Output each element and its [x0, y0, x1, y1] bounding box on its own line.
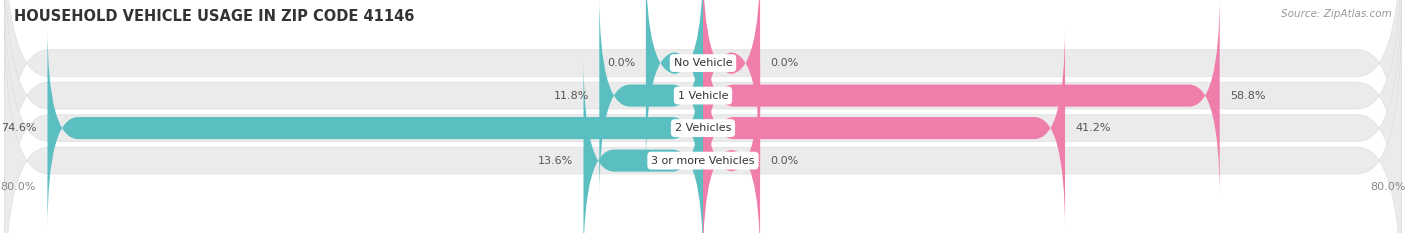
Text: 1 Vehicle: 1 Vehicle	[678, 91, 728, 101]
Text: 3 or more Vehicles: 3 or more Vehicles	[651, 156, 755, 166]
FancyBboxPatch shape	[703, 58, 761, 233]
FancyBboxPatch shape	[4, 0, 1402, 233]
Text: 80.0%: 80.0%	[1371, 182, 1406, 192]
FancyBboxPatch shape	[4, 0, 1402, 212]
Text: 0.0%: 0.0%	[607, 58, 636, 68]
Text: 13.6%: 13.6%	[537, 156, 574, 166]
FancyBboxPatch shape	[48, 25, 703, 231]
Text: 74.6%: 74.6%	[1, 123, 37, 133]
FancyBboxPatch shape	[703, 0, 1219, 198]
Legend: Owner-occupied, Renter-occupied: Owner-occupied, Renter-occupied	[588, 230, 818, 233]
FancyBboxPatch shape	[645, 0, 703, 166]
FancyBboxPatch shape	[583, 58, 703, 233]
Text: No Vehicle: No Vehicle	[673, 58, 733, 68]
FancyBboxPatch shape	[599, 0, 703, 198]
FancyBboxPatch shape	[4, 0, 1402, 233]
Text: 80.0%: 80.0%	[0, 182, 35, 192]
Text: 11.8%: 11.8%	[554, 91, 589, 101]
Text: 41.2%: 41.2%	[1076, 123, 1111, 133]
FancyBboxPatch shape	[4, 11, 1402, 233]
Text: 0.0%: 0.0%	[770, 58, 799, 68]
FancyBboxPatch shape	[703, 0, 761, 166]
Text: Source: ZipAtlas.com: Source: ZipAtlas.com	[1281, 9, 1392, 19]
FancyBboxPatch shape	[703, 25, 1066, 231]
Text: 58.8%: 58.8%	[1230, 91, 1265, 101]
Text: 0.0%: 0.0%	[770, 156, 799, 166]
Text: HOUSEHOLD VEHICLE USAGE IN ZIP CODE 41146: HOUSEHOLD VEHICLE USAGE IN ZIP CODE 4114…	[14, 9, 415, 24]
Text: 2 Vehicles: 2 Vehicles	[675, 123, 731, 133]
